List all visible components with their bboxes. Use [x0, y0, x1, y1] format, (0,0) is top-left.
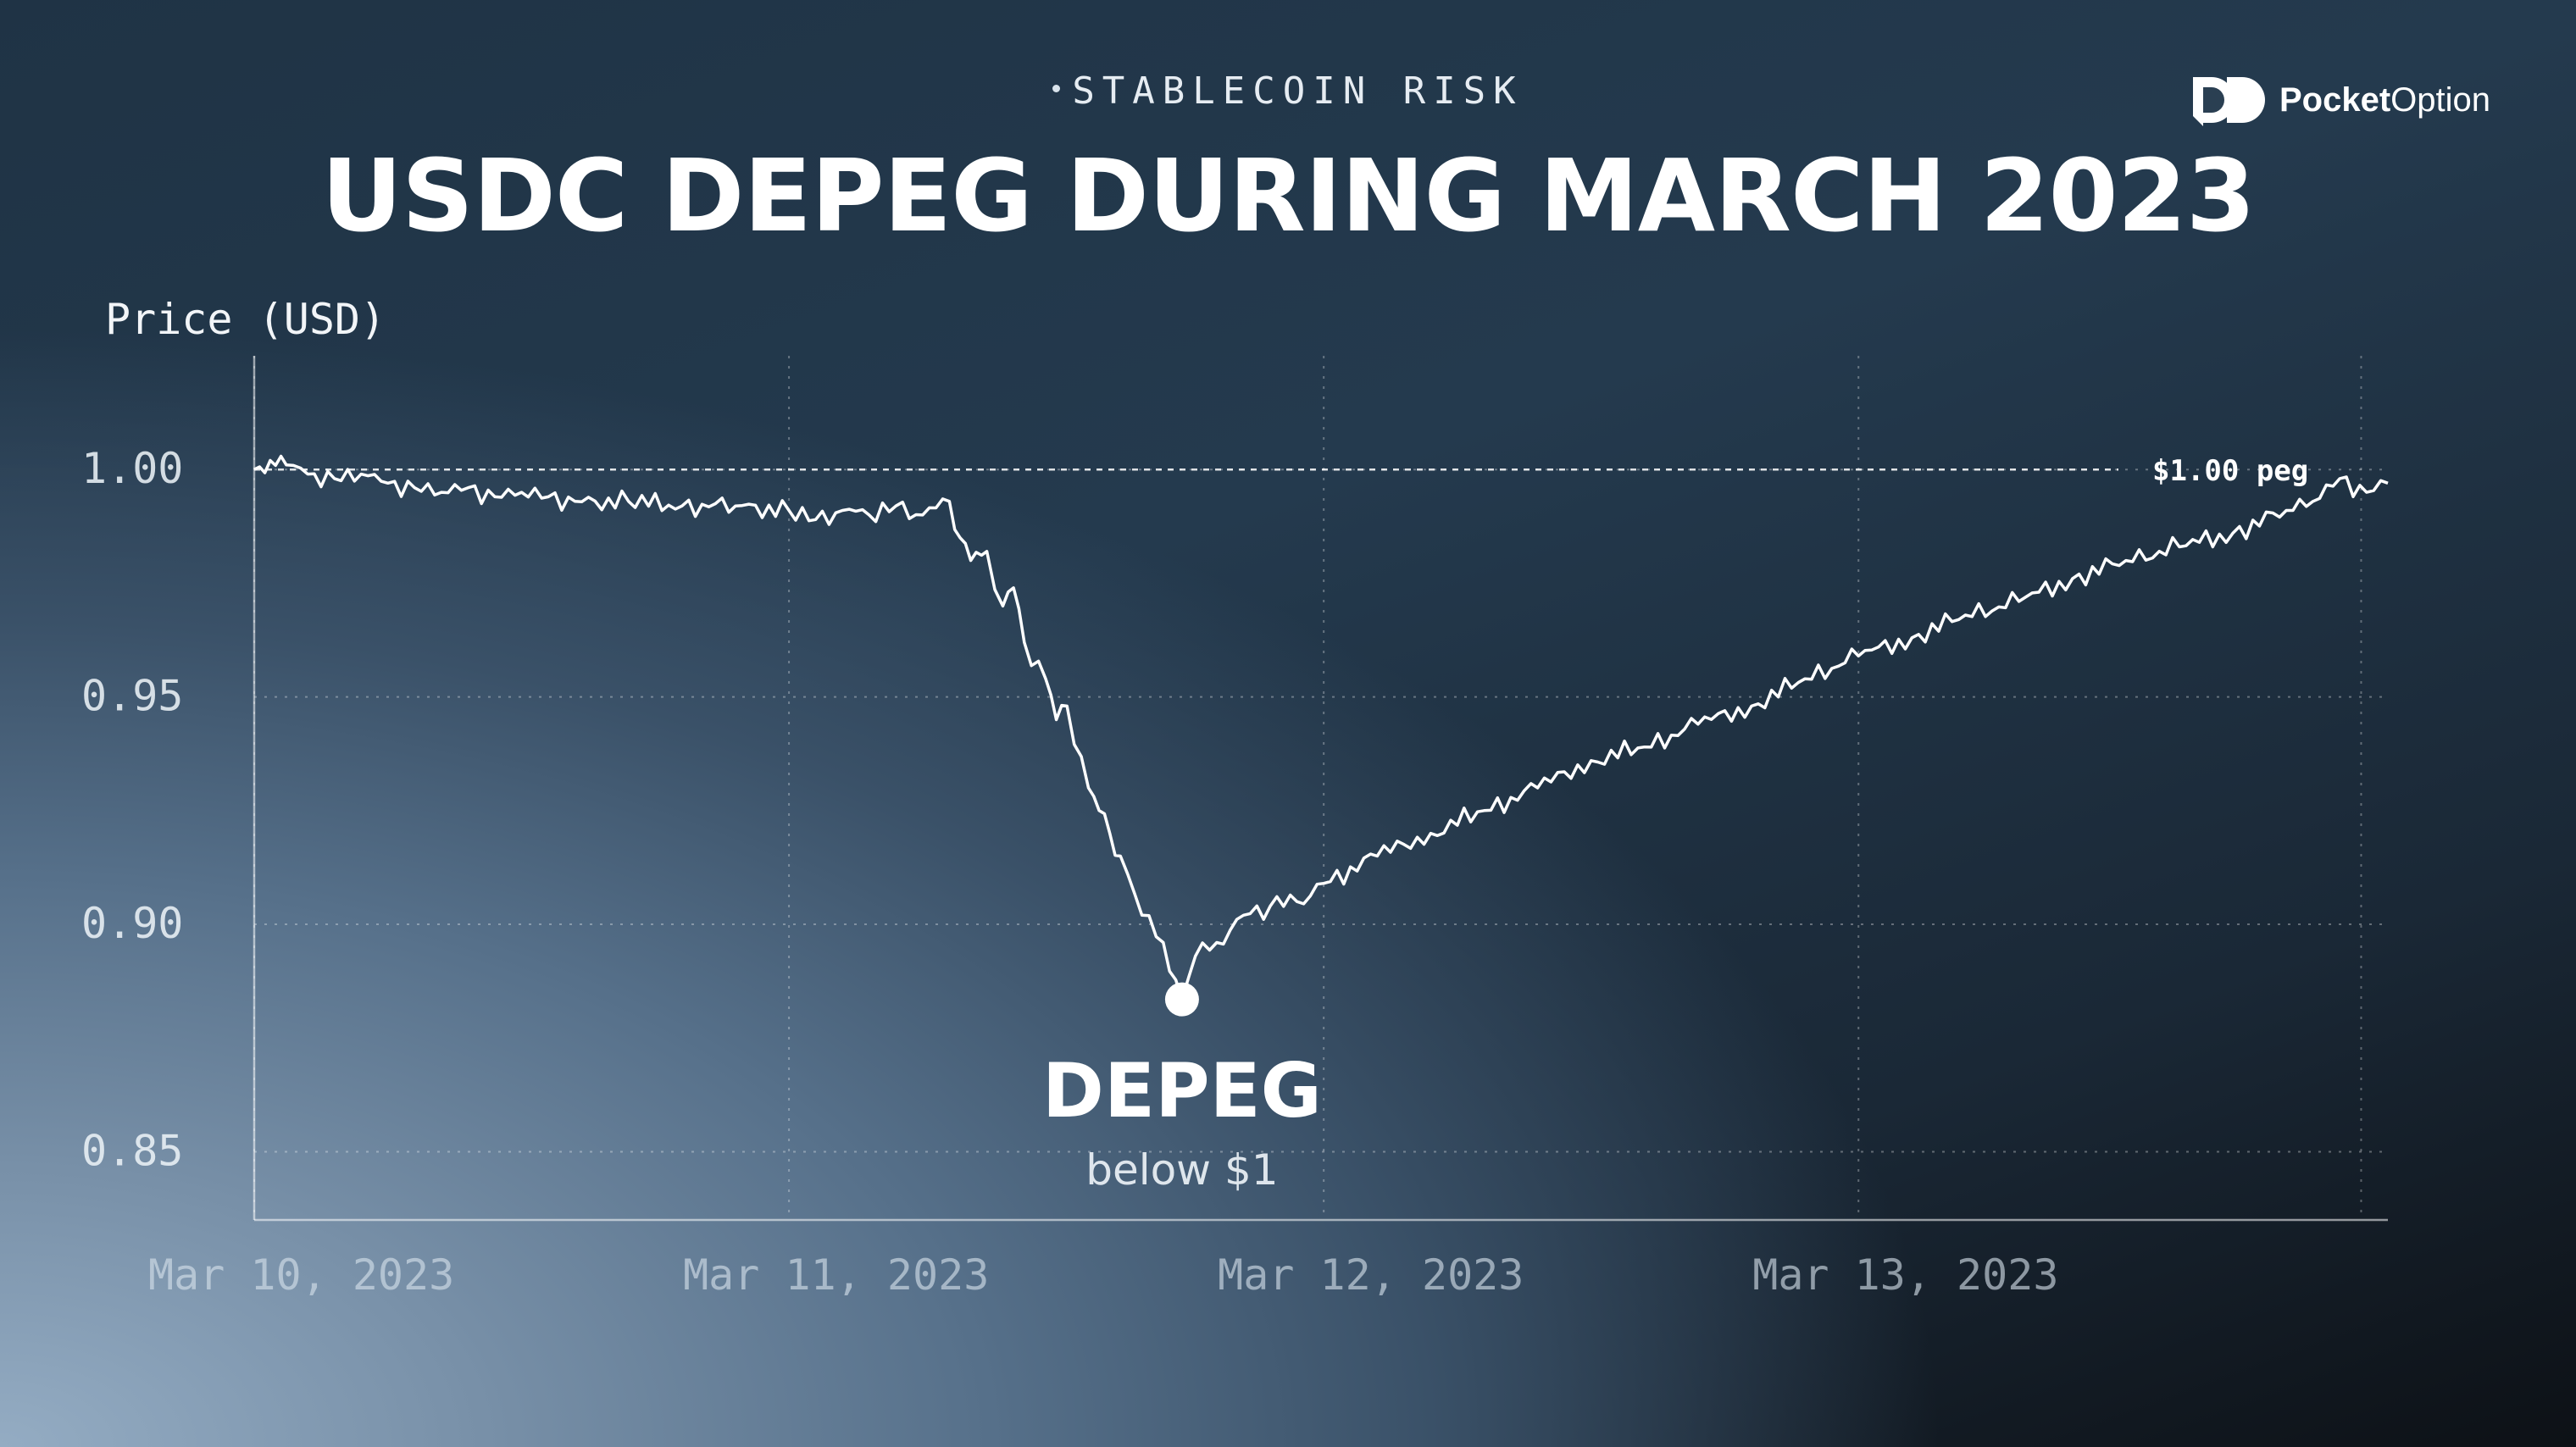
page-title: USDC DEPEG DURING MARCH 2023 [321, 137, 2256, 254]
peg-label: $1.00 peg [2152, 454, 2308, 488]
section-tag-text: STABLECOIN RISK [1072, 69, 1524, 113]
depeg-marker [1164, 982, 1199, 1017]
brand-logo: PocketOption [2190, 73, 2490, 127]
y-tick-label: 0.85 [81, 1126, 183, 1175]
series-lines [253, 454, 2389, 1001]
depeg-sublabel: below $1 [1085, 1145, 1278, 1195]
bullet-icon [1052, 84, 1061, 92]
brand-logo-bold: Pocket [2279, 80, 2391, 119]
y-tick-label: 0.95 [81, 672, 183, 721]
x-tick-label: Mar 10, 2023 [148, 1250, 454, 1300]
y-tick-label: 1.00 [81, 444, 183, 493]
brand-logo-regular: Option [2390, 80, 2491, 119]
x-tick-label: Mar 11, 2023 [683, 1250, 989, 1300]
brand-logo-text: PocketOption [2279, 81, 2490, 119]
section-tag: STABLECOIN RISK [0, 69, 2576, 113]
axes [253, 356, 2388, 1222]
depeg-label: DEPEG [1042, 1047, 1322, 1134]
annotations: $1.00 peg DEPEG below $1 [254, 454, 2308, 1195]
x-tick-label: Mar 12, 2023 [1218, 1250, 1524, 1300]
y-tick-label: 0.90 [81, 899, 183, 948]
pocket-option-logo-icon [2193, 77, 2265, 126]
tick-labels: 1.00 0.95 0.90 0.85 Mar 10, 2023 Mar 11, 2023… [81, 444, 2058, 1300]
price-series-line [253, 454, 2389, 1001]
y-axis-label: Price (USD) [105, 295, 386, 344]
x-tick-label: Mar 13, 2023 [1752, 1250, 2058, 1300]
